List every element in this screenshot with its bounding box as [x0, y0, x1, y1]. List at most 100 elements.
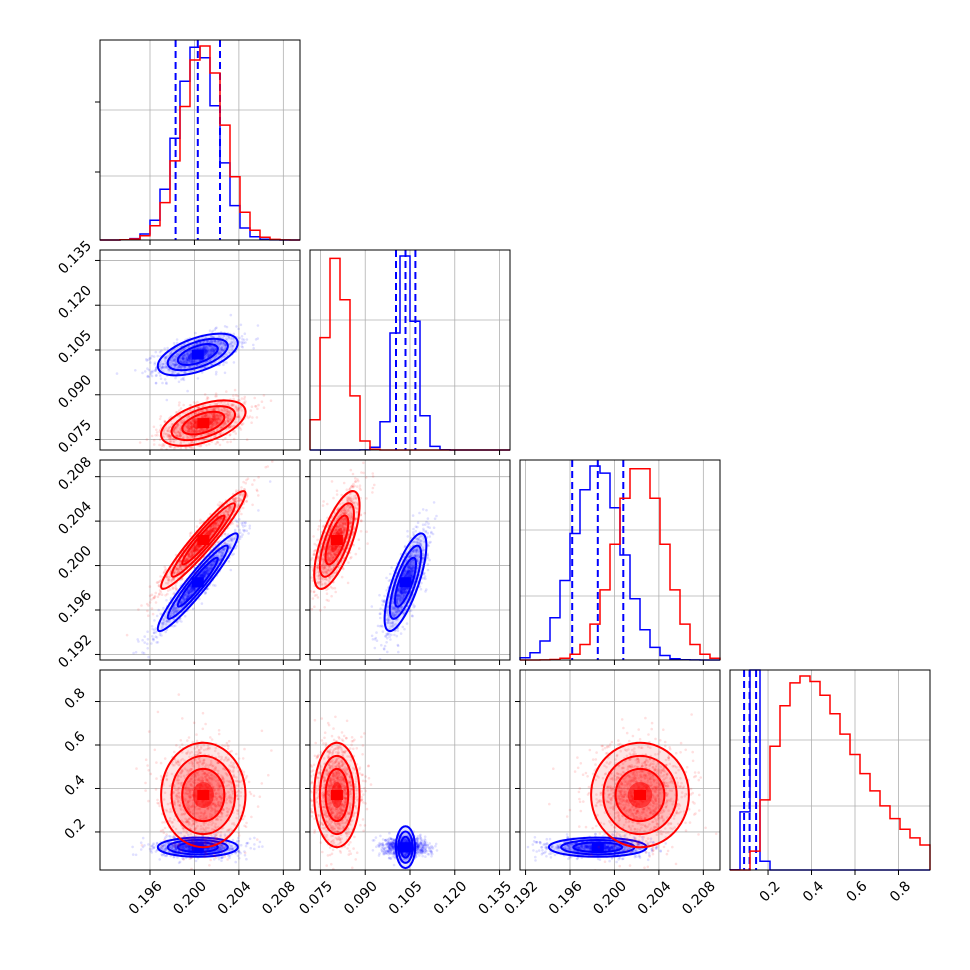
- scatter-point: [178, 365, 181, 369]
- scatter-point: [203, 429, 207, 432]
- scatter-point: [383, 644, 387, 648]
- scatter-point: [178, 560, 182, 563]
- scatter-point: [176, 430, 180, 433]
- scatter-point: [208, 354, 211, 357]
- scatter-point: [247, 416, 250, 420]
- scatter-point: [236, 409, 239, 413]
- scatter-point: [190, 441, 193, 445]
- scatter-point: [256, 337, 260, 340]
- scatter-point: [147, 655, 150, 659]
- scatter-point: [152, 638, 155, 642]
- scatter-point: [224, 421, 228, 425]
- scatter-point: [151, 637, 155, 641]
- scatter-point: [170, 437, 173, 440]
- scatter-point: [232, 340, 236, 344]
- scatter-point: [153, 369, 157, 372]
- scatter-point: [217, 421, 221, 425]
- scatter-point: [213, 560, 216, 564]
- scatter-point: [266, 465, 270, 468]
- scatter-point: [146, 637, 150, 641]
- scatter-point: [172, 610, 176, 614]
- scatter-point: [198, 341, 202, 345]
- scatter-point: [228, 500, 232, 503]
- scatter-point: [214, 584, 217, 587]
- scatter-point: [214, 527, 218, 531]
- scatter-point: [209, 350, 212, 354]
- scatter-point: [173, 365, 177, 369]
- scatter-point: [151, 369, 154, 373]
- scatter-point: [203, 393, 207, 396]
- scatter-point: [405, 622, 409, 625]
- scatter-point: [205, 408, 208, 411]
- scatter-point: [164, 427, 168, 430]
- scatter-point: [181, 357, 185, 361]
- scatter-point: [373, 646, 377, 650]
- scatter-point: [245, 529, 249, 533]
- scatter-point: [174, 431, 177, 434]
- scatter-point: [225, 413, 229, 416]
- scatter-point: [403, 627, 406, 631]
- scatter-point: [215, 420, 219, 423]
- scatter-point: [375, 639, 379, 642]
- scatter-point: [164, 569, 167, 572]
- scatter-point: [205, 413, 209, 417]
- scatter-point: [234, 500, 237, 504]
- scatter-point: [191, 445, 194, 449]
- scatter-point: [194, 428, 198, 431]
- scatter-point: [392, 606, 395, 610]
- scatter-point: [224, 346, 227, 350]
- scatter-point: [130, 666, 133, 669]
- scatter-point: [210, 349, 213, 353]
- scatter-point: [191, 435, 195, 438]
- scatter-point: [371, 638, 375, 641]
- scatter-point: [167, 578, 170, 581]
- scatter-point: [212, 523, 216, 526]
- scatter-point: [221, 552, 225, 555]
- scatter-point: [390, 605, 394, 609]
- scatter-point: [212, 415, 215, 419]
- scatter-point: [220, 408, 223, 412]
- scatter-point: [174, 426, 177, 430]
- scatter-point: [207, 432, 211, 435]
- scatter-point: [235, 524, 239, 527]
- scatter-point: [238, 518, 241, 521]
- scatter-point: [228, 547, 231, 550]
- scatter-point: [240, 342, 244, 346]
- scatter-point: [151, 371, 154, 374]
- scatter-point: [216, 416, 220, 420]
- scatter-point: [232, 499, 236, 503]
- scatter-point: [176, 346, 179, 350]
- scatter-point: [209, 348, 212, 352]
- scatter-point: [190, 361, 193, 364]
- scatter-point: [205, 346, 208, 350]
- scatter-point: [173, 358, 177, 362]
- scatter-point: [186, 436, 189, 440]
- scatter-point: [163, 419, 166, 423]
- scatter-point: [177, 568, 180, 571]
- scatter-point: [169, 434, 173, 438]
- scatter-point: [171, 362, 175, 366]
- scatter-point: [393, 633, 396, 637]
- scatter-point: [386, 601, 390, 604]
- scatter-point: [214, 418, 218, 422]
- scatter-point: [219, 351, 223, 355]
- scatter-point: [209, 353, 213, 356]
- scatter-point: [256, 324, 260, 327]
- scatter-point: [163, 365, 167, 369]
- scatter-point: [165, 432, 169, 435]
- scatter-point: [202, 345, 206, 349]
- scatter-point: [407, 568, 411, 571]
- scatter-point: [226, 512, 230, 516]
- scatter-point: [159, 612, 162, 616]
- scatter-point: [228, 342, 232, 346]
- scatter-point: [169, 425, 172, 429]
- scatter-point: [184, 559, 187, 562]
- scatter-point: [179, 560, 182, 563]
- scatter-point: [223, 541, 227, 545]
- scatter-point: [411, 568, 415, 571]
- scatter-point: [164, 581, 168, 585]
- scatter-point: [165, 356, 168, 360]
- scatter-point: [422, 537, 426, 540]
- scatter-point: [228, 546, 231, 549]
- scatter-point: [418, 541, 422, 544]
